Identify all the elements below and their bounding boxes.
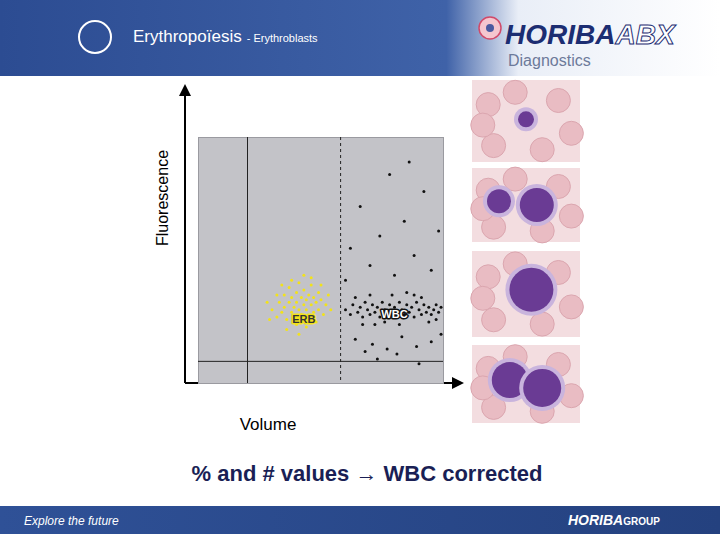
svg-text:WBC: WBC (381, 308, 407, 320)
svg-text:ERB: ERB (292, 313, 315, 325)
svg-text:Explore the future: Explore the future (24, 514, 119, 528)
svg-text:Diagnostics: Diagnostics (508, 52, 591, 69)
svg-text:Volume: Volume (240, 415, 297, 434)
svg-text:HORIBAABX: HORIBAABX (505, 19, 677, 50)
svg-text:Erythropoïesis- Erythroblasts: Erythropoïesis- Erythroblasts (133, 27, 318, 46)
svg-text:HORIBAGROUP: HORIBAGROUP (568, 512, 660, 528)
svg-text:% and # values → WBC corrected: % and # values → WBC corrected (192, 461, 543, 486)
svg-text:Fluorescence: Fluorescence (154, 150, 171, 246)
